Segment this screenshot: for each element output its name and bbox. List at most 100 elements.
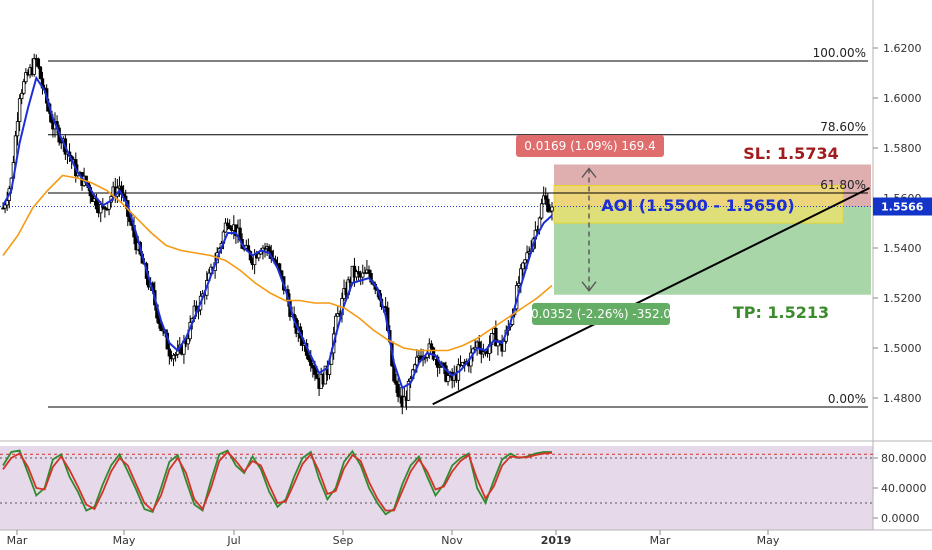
time-tick-label: Mar — [7, 534, 28, 547]
candle-body — [257, 253, 261, 259]
current-price-label: 1.5566 — [881, 201, 924, 214]
candle-body — [394, 380, 398, 385]
candle-body — [406, 380, 411, 401]
candle-body — [17, 98, 22, 123]
candle-body — [539, 203, 544, 219]
candle-body — [429, 343, 434, 349]
candle-body — [225, 222, 230, 226]
candle-body — [361, 272, 365, 278]
candle-body — [544, 195, 548, 200]
oscillator-d-line — [2, 450, 553, 512]
fib-level-label: 100.00% — [813, 46, 866, 60]
time-tick-label: May — [757, 534, 780, 547]
candle-body — [446, 375, 450, 382]
aoi-label: AOI (1.5500 - 1.5650) — [601, 196, 794, 215]
candle-body — [36, 58, 41, 68]
candle-body — [525, 252, 529, 261]
support-trendline[interactable] — [432, 187, 870, 406]
candle-body — [159, 323, 163, 331]
take-profit-label: TP: 1.5213 — [733, 303, 829, 322]
candle-body — [171, 354, 176, 360]
reward-label-text: 0.0352 (-2.26%) -352.0 — [531, 307, 671, 321]
candle-body — [3, 204, 7, 209]
candle-body — [494, 327, 498, 347]
candle-body — [363, 272, 367, 275]
candle-body — [550, 206, 554, 212]
measure-arrow-up-head — [581, 167, 597, 178]
candle-body — [309, 359, 313, 366]
candle-body — [444, 365, 448, 382]
candle-body — [223, 222, 228, 233]
candle-body — [402, 396, 407, 408]
price-tick-label: 1.6200 — [883, 42, 922, 55]
candle-body — [396, 383, 400, 397]
candle-body — [306, 354, 311, 361]
time-tick-label: Sep — [333, 534, 354, 547]
time-tick-label: Jul — [226, 534, 240, 547]
candle-body — [311, 365, 315, 369]
candle-body — [227, 225, 232, 229]
osc-tick-label: 0.0000 — [881, 512, 920, 525]
candle-body — [267, 246, 271, 252]
candle-body — [481, 351, 486, 355]
candle-body — [548, 210, 552, 213]
aoi-zone — [553, 185, 844, 224]
candle-body — [523, 259, 527, 264]
osc-tick-label: 40.0000 — [881, 482, 927, 495]
candle-body — [186, 338, 190, 345]
measure-arrow-down-head — [581, 281, 597, 292]
candle-body — [323, 365, 328, 385]
price-tick-label: 1.4800 — [883, 392, 922, 405]
fib-level-label: 61.80% — [820, 178, 866, 192]
candle-body — [327, 363, 332, 375]
candle-body — [502, 340, 506, 352]
risk-label-box — [516, 135, 664, 157]
candle-body — [32, 58, 36, 75]
candle-body — [546, 198, 550, 212]
candle-body — [517, 282, 521, 286]
reward-label-box — [532, 303, 670, 325]
stop-loss-label: SL: 1.5734 — [743, 144, 838, 163]
candle-body — [5, 200, 9, 206]
time-tick-label: May — [113, 534, 136, 547]
oscillator-k-line — [2, 449, 552, 516]
candle-body — [356, 271, 361, 275]
fast-ma-line — [2, 75, 553, 390]
candle-body — [415, 356, 419, 366]
time-tick-label: 2019 — [541, 534, 572, 547]
fib-level-label: 0.00% — [828, 392, 866, 406]
current-price-tag — [873, 197, 932, 216]
candle-body — [460, 361, 465, 366]
candle-body — [20, 92, 24, 100]
candle-body — [438, 366, 442, 368]
time-tick-label: Nov — [441, 534, 463, 547]
osc-tick-label: 80.0000 — [881, 452, 927, 465]
candle-body — [103, 206, 107, 210]
candle-body — [315, 373, 319, 379]
candle-body — [489, 332, 494, 346]
price-tick-label: 1.5800 — [883, 142, 922, 155]
candle-body — [173, 353, 178, 356]
candle-body — [383, 306, 388, 309]
fib-level-label: 78.60% — [820, 120, 866, 134]
time-tick-label: Mar — [650, 534, 671, 547]
candle-body — [541, 195, 546, 205]
candle-body — [367, 269, 371, 274]
price-tick-label: 1.5200 — [883, 292, 922, 305]
candle-body — [24, 72, 28, 83]
price-tick-label: 1.6000 — [883, 92, 922, 105]
candle-body — [167, 348, 172, 357]
slow-ma-line — [2, 174, 553, 352]
candle-body — [354, 271, 359, 278]
candle-body — [38, 66, 43, 80]
oscillator-pane-bg — [0, 446, 873, 530]
risk-label-text: 0.0169 (1.09%) 169.4 — [524, 139, 655, 153]
price-tick-label: 1.5000 — [883, 342, 922, 355]
candle-body — [313, 367, 317, 375]
price-tick-label: 1.5400 — [883, 242, 922, 255]
candle-body — [521, 262, 525, 270]
candle-body — [22, 81, 26, 94]
candle-body — [15, 121, 20, 137]
